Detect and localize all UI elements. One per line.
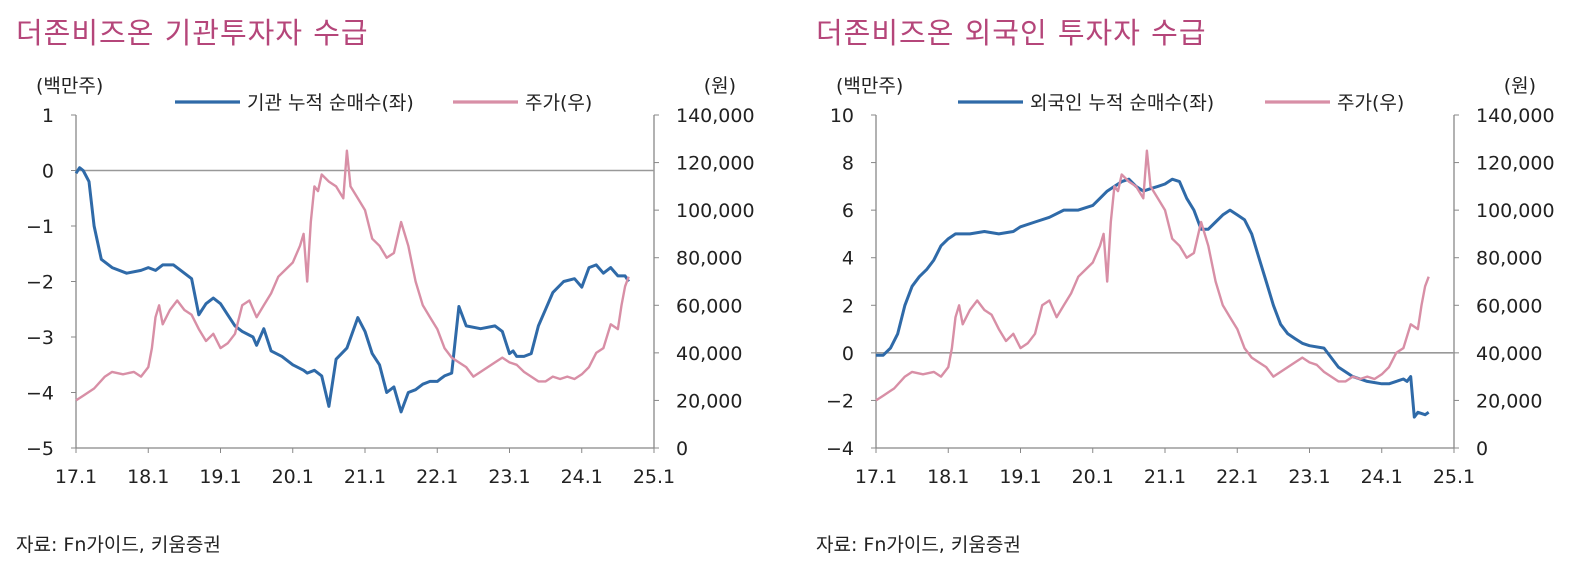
right-tick-label: 20,000 (1476, 390, 1542, 412)
foreign-chart: 10 8 6 4 2 0 −2 −4 140,000 120,000 100,000 80,000 60… (826, 75, 1555, 488)
chart-title: 더존비즈온 외국인 투자자 수급 (816, 16, 1207, 50)
x-tick-label: 17.1 (55, 466, 97, 488)
x-tick-label: 21.1 (344, 466, 386, 488)
stock-price-series-line (75, 149, 630, 402)
right-tick-label: 60,000 (676, 295, 742, 317)
right-tick-label: 0 (1476, 438, 1488, 460)
left-tick-label: 1 (42, 105, 54, 127)
x-tick-label: 24.1 (1361, 466, 1403, 488)
right-unit-label: (원) (1504, 75, 1536, 97)
x-tick-label: 25.1 (633, 466, 675, 488)
right-unit-label: (원) (704, 75, 736, 97)
left-tick-label: 4 (842, 248, 854, 270)
x-tick-label: 18.1 (127, 466, 169, 488)
left-unit-label: (백만주) (836, 75, 903, 97)
left-tick-label: −3 (26, 327, 54, 349)
x-tick-label: 17.1 (855, 466, 897, 488)
x-tick-label: 22.1 (1216, 466, 1258, 488)
right-tick-label: 140,000 (676, 105, 755, 127)
source-note: 자료: Fn가이드, 키움증권 (816, 534, 1021, 556)
chart-title: 더존비즈온 기관투자자 수급 (16, 16, 369, 50)
right-tick-label: 100,000 (1476, 200, 1555, 222)
right-tick-label: 80,000 (676, 248, 742, 270)
x-tick-label: 23.1 (1288, 466, 1330, 488)
institutional-chart-panel: 더존비즈온 기관투자자 수급 1 0 −1 −2 −3 −4 −5 140,000 120,00… (0, 0, 786, 568)
left-tick-label: −2 (26, 272, 54, 294)
left-tick-label: −1 (26, 216, 54, 238)
left-tick-label: 0 (42, 161, 54, 183)
x-tick-label: 18.1 (927, 466, 969, 488)
right-tick-label: 140,000 (1476, 105, 1555, 127)
x-tick-label: 19.1 (999, 466, 1041, 488)
legend-label-price: 주가(우) (1337, 92, 1404, 114)
x-tick-label: 20.1 (272, 466, 314, 488)
source-note: 자료: Fn가이드, 키움증권 (16, 534, 221, 556)
stock-price-series-line (875, 149, 1430, 402)
x-tick-label: 22.1 (416, 466, 458, 488)
left-tick-label: −2 (826, 390, 854, 412)
net-buy-series-line (74, 166, 630, 414)
x-tick-label: 24.1 (561, 466, 603, 488)
left-tick-label: 10 (830, 105, 854, 127)
right-tick-label: 0 (676, 438, 688, 460)
legend-label-price: 주가(우) (525, 92, 592, 114)
institutional-chart: 1 0 −1 −2 −3 −4 −5 140,000 120,000 100,000 80,000 6… (26, 75, 755, 488)
left-tick-label: 2 (842, 295, 854, 317)
x-tick-label: 25.1 (1433, 466, 1475, 488)
left-tick-label: −4 (26, 383, 54, 405)
left-tick-label: 6 (842, 200, 854, 222)
right-tick-label: 120,000 (1476, 153, 1555, 175)
right-tick-label: 40,000 (676, 343, 742, 365)
legend-label-net-buy: 기관 누적 순매수(좌) (247, 92, 414, 114)
left-tick-label: 8 (842, 153, 854, 175)
right-tick-label: 20,000 (676, 390, 742, 412)
foreign-chart-panel: 더존비즈온 외국인 투자자 수급 10 8 6 4 2 0 −2 −4 140,000 120,0… (800, 0, 1573, 568)
left-tick-label: 0 (842, 343, 854, 365)
right-tick-label: 100,000 (676, 200, 755, 222)
x-tick-label: 21.1 (1144, 466, 1186, 488)
x-tick-label: 19.1 (199, 466, 241, 488)
x-tick-label: 20.1 (1072, 466, 1114, 488)
x-tick-label: 23.1 (488, 466, 530, 488)
right-tick-label: 60,000 (1476, 295, 1542, 317)
right-tick-label: 80,000 (1476, 248, 1542, 270)
right-tick-label: 40,000 (1476, 343, 1542, 365)
left-tick-label: −5 (26, 438, 54, 460)
left-unit-label: (백만주) (36, 75, 103, 97)
legend-label-net-buy: 외국인 누적 순매수(좌) (1030, 92, 1214, 114)
right-tick-label: 120,000 (676, 153, 755, 175)
left-tick-label: −4 (826, 438, 854, 460)
